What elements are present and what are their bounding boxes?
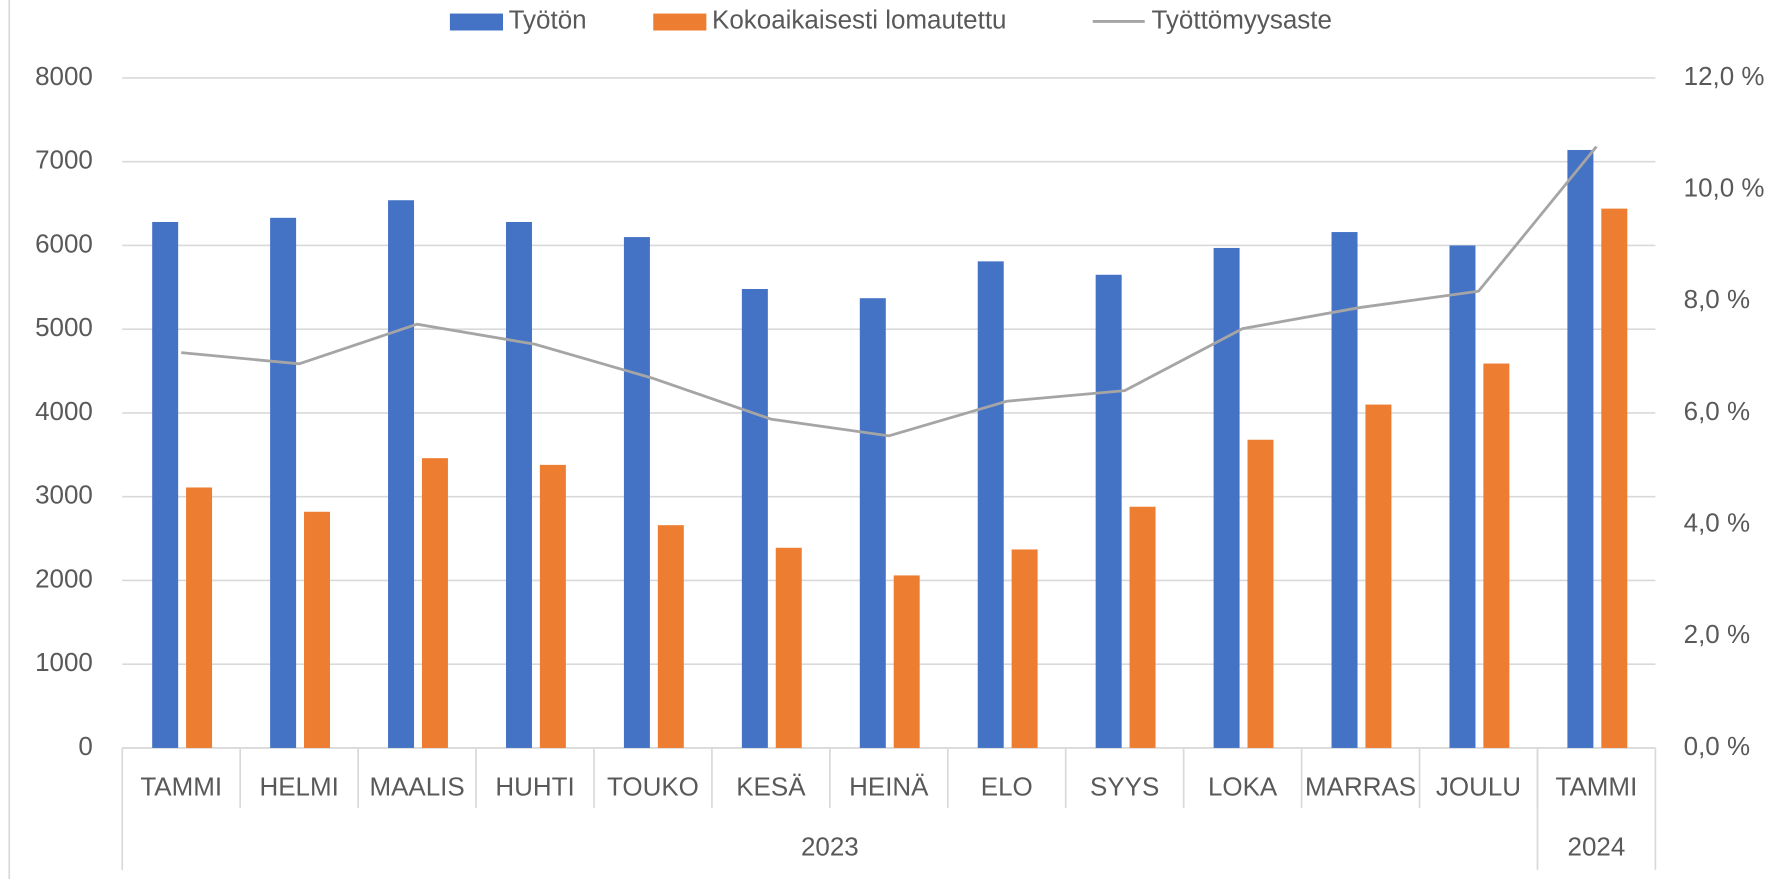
bar [1567,149,1594,748]
x-tick-label: MAALIS [369,771,464,801]
bar [1601,208,1628,748]
x-tick-label: HELMI [259,771,338,801]
legend-swatch [653,13,707,31]
legend-label: Kokoaikaisesti lomautettu [712,4,1006,34]
y-tick-label: 3000 [35,480,93,510]
x-tick-label: ELO [981,771,1033,801]
y-tick-label: 8000 [35,61,93,91]
bar [859,298,886,748]
bar [539,464,566,748]
x-tick-label: TOUKO [607,771,699,801]
legend-label: Työtön [509,4,587,34]
x-tick-label: HUHTI [495,771,574,801]
y-tick-label: 2000 [35,563,93,593]
x-tick-label: KESÄ [736,771,806,801]
y2-tick-label: 4,0 % [1684,507,1750,537]
bar [270,217,297,748]
y2-tick-label: 12,0 % [1684,61,1765,91]
bar [152,222,179,748]
y2-tick-label: 10,0 % [1684,172,1765,202]
y-tick-label: 5000 [35,312,93,342]
x-tick-label: TAMMI [140,771,222,801]
y-tick-label: 4000 [35,396,93,426]
x-tick-label: HEINÄ [849,771,929,801]
bar [741,289,768,748]
bar [505,222,532,748]
bar [304,511,330,748]
x-tick-label: LOKA [1208,771,1278,801]
bar [1213,247,1240,748]
y-tick-label: 6000 [35,228,93,258]
bar [1331,232,1358,748]
x-tick-label: TAMMI [1556,771,1638,801]
bar [1483,363,1510,748]
legend-swatch [449,13,503,31]
y2-tick-label: 2,0 % [1684,619,1750,649]
x-tick-label: SYYS [1090,771,1159,801]
y2-tick-label: 8,0 % [1684,284,1750,314]
bar [1365,404,1392,748]
bar [1011,549,1038,748]
y2-tick-label: 6,0 % [1684,396,1750,426]
y-tick-label: 7000 [35,145,93,175]
group-label: 2024 [1568,831,1626,861]
bar [1247,439,1274,748]
bar [1449,245,1476,748]
bar [623,237,650,748]
legend-label: Työttömyysaste [1152,4,1332,34]
bar [893,575,920,748]
line [181,145,1598,438]
bar [388,200,415,748]
bar [977,261,1004,748]
bar [1095,274,1122,748]
bar [421,458,448,748]
y-tick-label: 0 [78,731,92,761]
x-tick-label: MARRAS [1305,771,1416,801]
group-label: 2023 [801,831,859,861]
bar [775,547,802,748]
bar [657,525,684,748]
bar [186,487,213,748]
x-tick-label: JOULU [1436,771,1521,801]
y-tick-label: 1000 [35,647,93,677]
y2-tick-label: 0,0 % [1684,731,1750,761]
bar [1129,506,1156,748]
